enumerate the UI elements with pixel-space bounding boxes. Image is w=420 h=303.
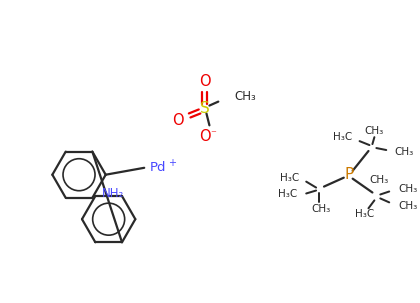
Text: O: O bbox=[199, 74, 210, 89]
Text: H₃C: H₃C bbox=[355, 209, 374, 219]
Text: CH₃: CH₃ bbox=[365, 126, 384, 136]
Text: CH₃: CH₃ bbox=[398, 201, 417, 211]
Text: CH₃: CH₃ bbox=[370, 175, 389, 185]
Text: O: O bbox=[199, 129, 210, 144]
Text: Pd: Pd bbox=[150, 161, 167, 174]
Text: H₃C: H₃C bbox=[278, 189, 297, 199]
Text: S: S bbox=[200, 101, 209, 116]
Text: CH₃: CH₃ bbox=[234, 90, 256, 103]
Text: ⁻: ⁻ bbox=[210, 129, 216, 139]
Text: H₃C: H₃C bbox=[280, 173, 299, 183]
Text: +: + bbox=[168, 158, 176, 168]
Text: P: P bbox=[344, 167, 353, 182]
Text: CH₃: CH₃ bbox=[398, 184, 417, 194]
Text: CH₃: CH₃ bbox=[311, 204, 331, 214]
Text: O: O bbox=[172, 113, 184, 128]
Text: NH₂: NH₂ bbox=[102, 187, 124, 200]
Text: H₃C: H₃C bbox=[333, 132, 353, 142]
Text: CH₃: CH₃ bbox=[394, 147, 413, 157]
